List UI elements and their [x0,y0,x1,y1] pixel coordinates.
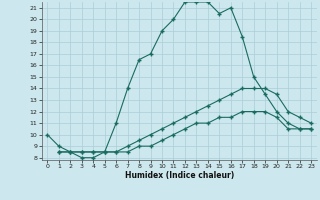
X-axis label: Humidex (Indice chaleur): Humidex (Indice chaleur) [124,171,234,180]
